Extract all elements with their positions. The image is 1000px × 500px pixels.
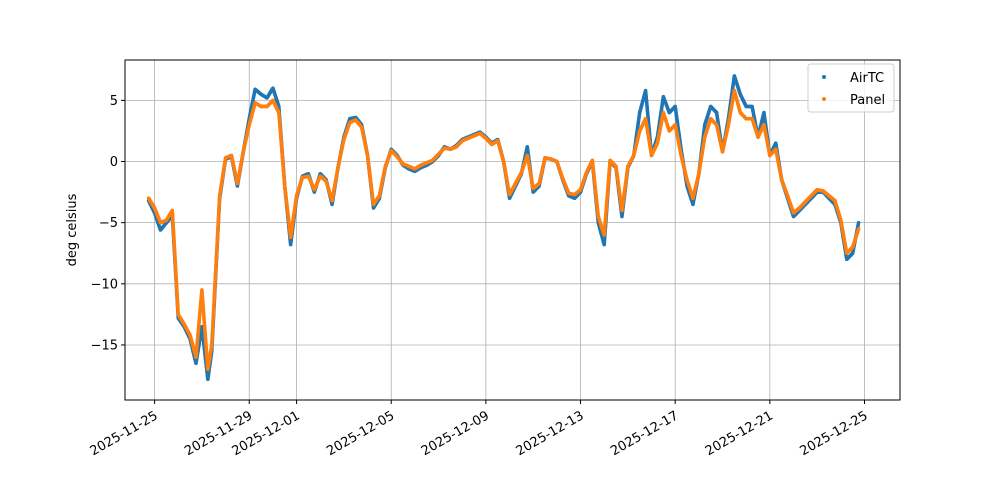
series-panel [146,88,861,372]
grid [125,60,900,400]
legend-marker-airtc [822,75,826,79]
legend-label-panel: Panel [850,93,885,108]
data-point [856,220,861,225]
y-axis-label: deg celsius [65,193,80,266]
legend-box [807,63,895,113]
x-tick-label: 2025-11-25 [88,408,161,459]
x-tick-label: 2025-12-25 [798,408,871,459]
legend-marker-panel [822,97,826,101]
y-tick-label: −10 [91,277,118,292]
y-tick-label: 5 [110,94,118,109]
y-axis: 5 0 −5 −10 −15 [91,94,125,353]
legend-label-airtc: AirTC [850,71,884,86]
x-tick-label: 2025-12-17 [608,408,681,459]
y-tick-label: 0 [110,155,118,170]
x-tick-label: 2025-12-05 [324,408,397,459]
x-tick-label: 2025-12-21 [703,408,776,459]
series-layer [146,74,861,382]
plot-area-frame [124,59,901,401]
y-tick-label: −15 [91,338,118,353]
x-tick-label: 2025-12-13 [514,408,587,459]
y-tick-label: −5 [99,216,118,231]
data-point [856,226,861,231]
legend: AirTC Panel [807,63,895,113]
x-tick-label: 2025-12-09 [419,408,492,459]
